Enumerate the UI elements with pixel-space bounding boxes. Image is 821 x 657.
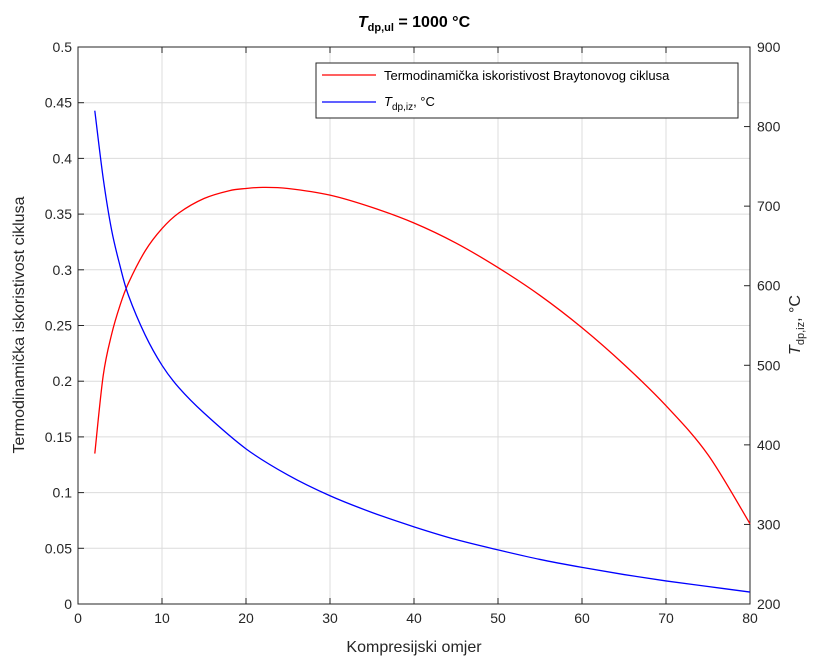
- y-right-tick-label: 600: [757, 278, 781, 294]
- x-tick-label: 50: [490, 610, 506, 626]
- x-tick-label: 30: [322, 610, 338, 626]
- y-right-tick-label: 900: [757, 39, 781, 55]
- chart-title: Tdp,ul = 1000 °C: [358, 14, 471, 34]
- y-right-tick-label: 500: [757, 357, 781, 373]
- legend-temp-variable: T: [384, 94, 393, 109]
- x-tick-label: 20: [238, 610, 254, 626]
- y-right-tick-label: 700: [757, 198, 781, 214]
- x-tick-label: 70: [658, 610, 674, 626]
- y-right-tick-label: 300: [757, 516, 781, 532]
- y-right-unit: , °C: [787, 295, 804, 322]
- y-left-tick-label: 0.15: [45, 429, 72, 445]
- y-right-tick-label: 200: [757, 596, 781, 612]
- series-line-temperature: [94, 110, 751, 593]
- x-tick-label: 80: [742, 610, 758, 626]
- y-right-tick-label: 400: [757, 437, 781, 453]
- y-left-tick-label: 0.3: [53, 262, 73, 278]
- legend-temp-subscript: dp,iz: [392, 102, 413, 113]
- y-left-tick-label: 0.2: [53, 373, 73, 389]
- x-tick-label: 10: [154, 610, 170, 626]
- x-tick-label: 60: [574, 610, 590, 626]
- x-tick-label: 0: [74, 610, 82, 626]
- series-line-efficiency: [94, 186, 751, 525]
- grid: [78, 47, 750, 604]
- y-left-tick-label: 0.5: [53, 39, 73, 55]
- y-left-tick-label: 0.4: [53, 150, 73, 166]
- title-subscript: dp,ul: [368, 22, 394, 34]
- y-left-tick-label: 0.45: [45, 95, 72, 111]
- legend: Termodinamička iskoristivost Braytonovog…: [315, 62, 739, 119]
- y-left-tick-label: 0.35: [45, 206, 72, 222]
- y-right-variable: T: [787, 344, 804, 355]
- y-axis-right-label: Tdp,iz, °C: [787, 295, 807, 355]
- legend-label-temperature: Tdp,iz, °C: [384, 94, 435, 113]
- x-axis-label: Kompresijski omjer: [346, 639, 482, 656]
- title-variable: T: [358, 14, 369, 31]
- legend-temp-unit: , °C: [413, 94, 435, 109]
- y-left-tick-label: 0.1: [53, 485, 73, 501]
- y-axis-left-label: Termodinamička iskoristivost ciklusa: [11, 196, 28, 453]
- y-left-tick-label: 0: [64, 596, 72, 612]
- y-left-tick-label: 0.05: [45, 540, 72, 556]
- y-left-tick-label: 0.25: [45, 318, 72, 334]
- y-right-subscript: dp,iz: [795, 322, 807, 345]
- title-value: = 1000 °C: [394, 14, 471, 31]
- x-tick-label: 40: [406, 610, 422, 626]
- axis-ticks: 0 10 20 30 40 50 60 70 8000.050.10.150.20.250.30…: [45, 39, 781, 626]
- legend-box: [315, 62, 739, 119]
- series-layer: [94, 110, 751, 593]
- legend-label-efficiency: Termodinamička iskoristivost Braytonovog…: [384, 68, 670, 83]
- y-right-tick-label: 800: [757, 119, 781, 135]
